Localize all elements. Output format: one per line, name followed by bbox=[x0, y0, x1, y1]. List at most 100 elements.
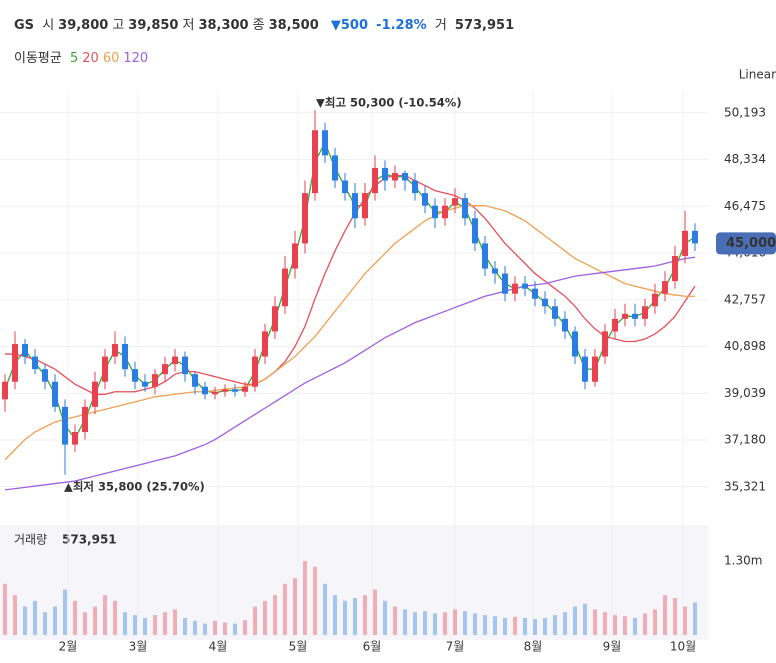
candle-body bbox=[282, 268, 288, 307]
x-tick-label: 3월 bbox=[129, 640, 148, 654]
candle-body bbox=[402, 172, 408, 181]
candle-body bbox=[152, 374, 158, 387]
candle-body bbox=[42, 369, 48, 382]
volume-bar bbox=[443, 612, 447, 635]
x-tick-label: 5월 bbox=[289, 640, 308, 654]
candle-body bbox=[222, 389, 228, 392]
x-tick-label: 6월 bbox=[363, 640, 382, 654]
candle-body bbox=[92, 381, 98, 407]
candle-body bbox=[432, 205, 438, 219]
ohlc-items: 시 39,800 고 39,850 저 38,300 종 38,500 bbox=[42, 18, 323, 33]
candle-body bbox=[2, 381, 8, 400]
volume-bar bbox=[513, 616, 517, 635]
candle-body bbox=[492, 268, 498, 274]
ma-legend-item: 5 bbox=[69, 51, 79, 66]
volume-bar bbox=[633, 617, 637, 635]
volume-bar bbox=[183, 617, 187, 635]
ma-line bbox=[4, 205, 695, 461]
volume-bar bbox=[573, 606, 577, 635]
volume-bar bbox=[453, 609, 457, 635]
candle-body bbox=[232, 389, 238, 392]
volume-bar bbox=[233, 623, 237, 635]
candle-body bbox=[272, 306, 278, 332]
candle-body bbox=[82, 406, 88, 433]
candle-body bbox=[162, 364, 168, 375]
candle-body bbox=[672, 255, 678, 282]
candle-body bbox=[322, 130, 328, 156]
current-price-badge bbox=[716, 232, 776, 255]
candle-body bbox=[192, 374, 198, 387]
x-tick-label: 2월 bbox=[59, 640, 78, 654]
volume-bar bbox=[423, 611, 427, 635]
candle-body bbox=[122, 343, 128, 370]
candle-body bbox=[542, 298, 548, 307]
candle-body bbox=[602, 331, 608, 357]
volume-bar bbox=[673, 598, 677, 635]
volume-bar bbox=[613, 615, 617, 635]
item-label: 저 bbox=[182, 18, 195, 33]
volume-bar bbox=[133, 615, 137, 635]
candle-body bbox=[172, 356, 178, 365]
volume-bar bbox=[683, 606, 687, 635]
candle-body bbox=[62, 406, 68, 445]
ma-line bbox=[5, 174, 696, 395]
x-tick-label: 8월 bbox=[524, 640, 543, 654]
y-tick-label: 50,193 bbox=[724, 105, 766, 119]
volume-bar bbox=[313, 566, 317, 635]
high-annotation: ▼최고 50,300 (-10.54%) bbox=[316, 96, 462, 110]
volume-bar bbox=[603, 612, 607, 635]
volume-bar bbox=[503, 617, 507, 635]
volume-bar bbox=[223, 622, 227, 635]
volume-bar bbox=[643, 613, 647, 635]
candle-body bbox=[112, 343, 118, 357]
volume-label: 거 bbox=[434, 18, 447, 33]
volume-bar bbox=[303, 561, 307, 635]
volume-bar bbox=[653, 609, 657, 635]
candle-body bbox=[552, 306, 558, 319]
volume-bar bbox=[543, 617, 547, 635]
candle-body bbox=[142, 381, 148, 387]
candle-body bbox=[482, 243, 488, 269]
candle-body bbox=[452, 198, 458, 206]
candle-body bbox=[12, 343, 18, 382]
candle-body bbox=[292, 243, 298, 269]
volume-bar bbox=[193, 620, 197, 635]
volume-title: 거래량 bbox=[14, 533, 47, 547]
ma-line bbox=[4, 256, 696, 491]
y-tick-label: 48,334 bbox=[724, 152, 766, 166]
volume-bar bbox=[403, 609, 407, 635]
volume-bar bbox=[483, 615, 487, 635]
candle-body bbox=[262, 331, 268, 357]
candle-body bbox=[342, 180, 348, 194]
volume-bar bbox=[463, 611, 467, 635]
candle-body bbox=[372, 167, 378, 194]
candle-body bbox=[612, 318, 618, 332]
symbol: GS bbox=[14, 18, 35, 33]
ma-legend-item: 120 bbox=[123, 51, 149, 66]
price-header: GS 시 39,800 고 39,850 저 38,300 종 38,500 ▼500 -1.… bbox=[14, 14, 518, 33]
candle-body bbox=[72, 432, 78, 445]
volume-bar bbox=[523, 617, 527, 635]
candle-body bbox=[202, 386, 208, 395]
ma-legend-item: 60 bbox=[102, 51, 120, 66]
candle-body bbox=[352, 193, 358, 219]
volume-bar bbox=[273, 595, 277, 635]
candle-body bbox=[472, 218, 478, 244]
volume-value: 573,951 bbox=[454, 18, 515, 33]
volume-bar bbox=[103, 595, 107, 635]
volume-bar bbox=[73, 600, 77, 635]
item-value: 39,850 bbox=[128, 18, 179, 33]
volume-bar bbox=[23, 606, 27, 635]
volume-bar bbox=[53, 606, 57, 635]
candle-body bbox=[102, 356, 108, 382]
volume-bar bbox=[393, 606, 397, 635]
candle-body bbox=[572, 331, 578, 357]
candle-body bbox=[252, 356, 258, 387]
volume-bar bbox=[263, 600, 267, 635]
candle-body bbox=[642, 306, 648, 319]
volume-bar bbox=[243, 620, 247, 635]
volume-bar bbox=[113, 600, 117, 635]
ma-line bbox=[4, 141, 696, 440]
volume-bar bbox=[253, 606, 257, 635]
candle-body bbox=[362, 193, 368, 219]
